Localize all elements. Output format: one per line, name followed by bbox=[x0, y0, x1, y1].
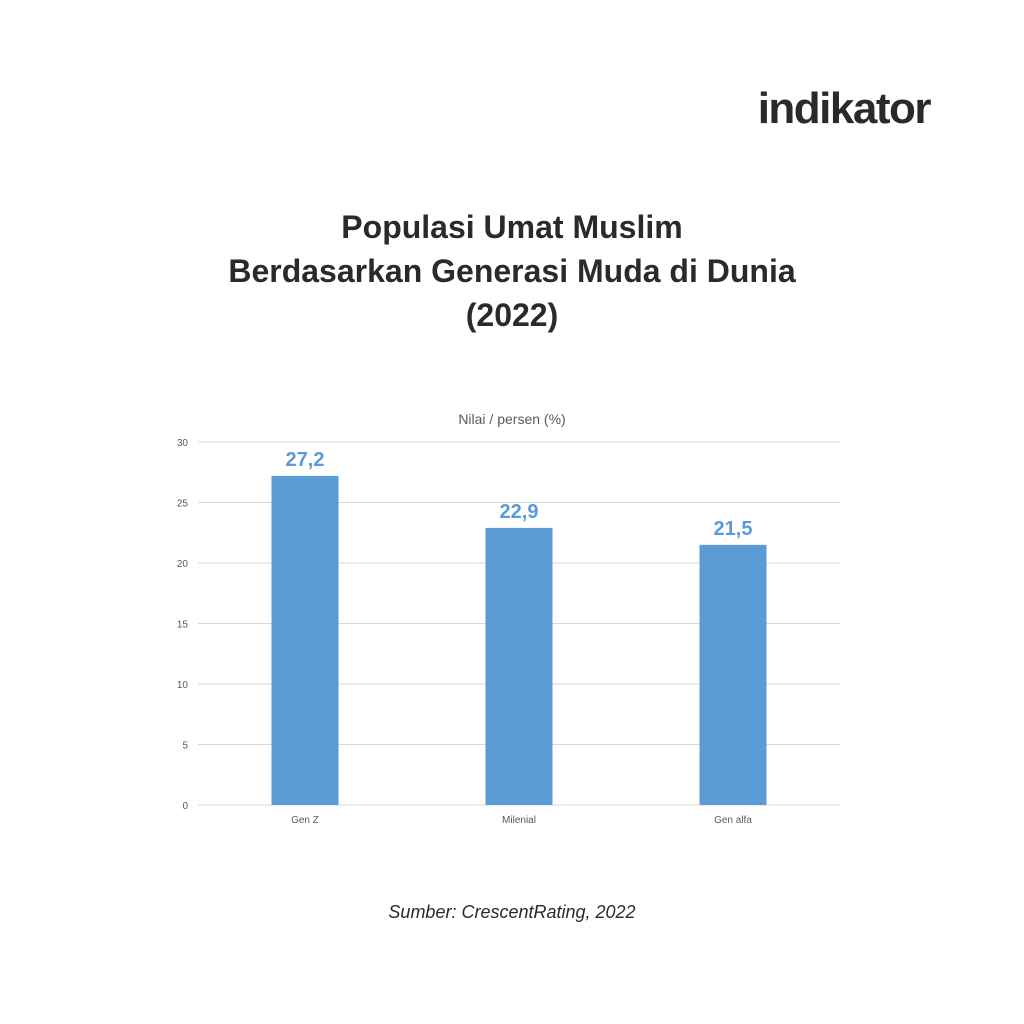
title-line-1: Populasi Umat Muslim bbox=[341, 209, 683, 245]
brand-logo: indikator bbox=[757, 84, 932, 133]
x-axis-ticks: Gen Z Milenial Gen alfa bbox=[291, 815, 752, 826]
x-tick-label: Gen Z bbox=[291, 815, 319, 826]
y-tick-label: 15 bbox=[177, 620, 189, 631]
value-label: 27,2 bbox=[286, 449, 325, 471]
y-tick-label: 5 bbox=[182, 741, 188, 752]
bar bbox=[699, 544, 767, 805]
bars: 27,2 22,9 21,5 bbox=[271, 449, 767, 805]
title-line-3: (2022) bbox=[465, 297, 559, 333]
y-tick-label: 10 bbox=[177, 680, 189, 691]
title-line-2: Berdasarkan Generasi Muda di Dunia bbox=[228, 253, 796, 289]
y-tick-label: 0 bbox=[182, 801, 188, 812]
y-tick-label: 25 bbox=[177, 499, 189, 510]
x-tick-label: Milenial bbox=[502, 815, 536, 826]
y-tick-label: 30 bbox=[177, 438, 189, 449]
y-tick-label: 20 bbox=[177, 559, 189, 570]
x-tick-label: Gen alfa bbox=[714, 815, 752, 826]
bar bbox=[485, 527, 553, 805]
value-label: 22,9 bbox=[500, 501, 539, 523]
bar bbox=[271, 475, 339, 805]
source-note: Sumber: CrescentRating, 2022 bbox=[388, 902, 636, 922]
chart-subtitle: Nilai / persen (%) bbox=[458, 411, 565, 427]
y-axis-ticks: 0 5 10 15 20 25 30 bbox=[177, 438, 189, 812]
value-label: 21,5 bbox=[714, 518, 753, 540]
chart-title: Populasi Umat Muslim Berdasarkan Generas… bbox=[0, 205, 1024, 337]
